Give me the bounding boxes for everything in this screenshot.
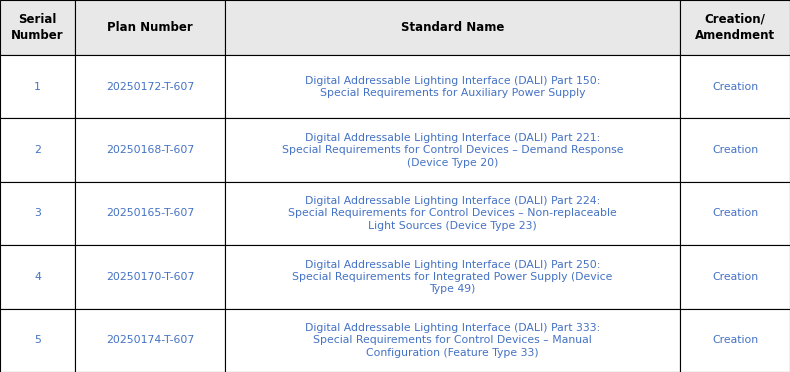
Text: 20250170-T-607: 20250170-T-607 bbox=[106, 272, 194, 282]
Bar bbox=[680, 55, 790, 118]
Text: Digital Addressable Lighting Interface (DALI) Part 333:
Special Requirements for: Digital Addressable Lighting Interface (… bbox=[305, 323, 600, 358]
Bar bbox=[75, 118, 225, 182]
Bar bbox=[225, 0, 680, 55]
Bar bbox=[225, 309, 680, 372]
Bar bbox=[75, 245, 225, 309]
Bar bbox=[680, 118, 790, 182]
Text: 1: 1 bbox=[34, 82, 41, 92]
Text: 5: 5 bbox=[34, 335, 41, 345]
Text: Serial
Number: Serial Number bbox=[11, 13, 64, 42]
Text: Digital Addressable Lighting Interface (DALI) Part 250:
Special Requirements for: Digital Addressable Lighting Interface (… bbox=[292, 260, 613, 294]
Bar bbox=[0, 182, 75, 245]
Bar bbox=[225, 182, 680, 245]
Text: Digital Addressable Lighting Interface (DALI) Part 150:
Special Requirements for: Digital Addressable Lighting Interface (… bbox=[305, 76, 600, 98]
Bar bbox=[680, 245, 790, 309]
Text: Creation: Creation bbox=[712, 335, 758, 345]
Bar bbox=[0, 0, 75, 55]
Bar bbox=[75, 55, 225, 118]
Text: 20250168-T-607: 20250168-T-607 bbox=[106, 145, 194, 155]
Bar bbox=[0, 309, 75, 372]
Text: 20250165-T-607: 20250165-T-607 bbox=[106, 208, 194, 218]
Text: Creation/
Amendment: Creation/ Amendment bbox=[695, 13, 775, 42]
Bar bbox=[0, 245, 75, 309]
Text: 2: 2 bbox=[34, 145, 41, 155]
Bar bbox=[680, 309, 790, 372]
Text: 20250172-T-607: 20250172-T-607 bbox=[106, 82, 194, 92]
Bar bbox=[75, 309, 225, 372]
Text: Digital Addressable Lighting Interface (DALI) Part 221:
Special Requirements for: Digital Addressable Lighting Interface (… bbox=[282, 133, 623, 167]
Bar bbox=[225, 55, 680, 118]
Text: Creation: Creation bbox=[712, 272, 758, 282]
Bar bbox=[0, 118, 75, 182]
Text: 3: 3 bbox=[34, 208, 41, 218]
Bar bbox=[75, 0, 225, 55]
Text: Digital Addressable Lighting Interface (DALI) Part 224:
Special Requirements for: Digital Addressable Lighting Interface (… bbox=[288, 196, 617, 231]
Text: Creation: Creation bbox=[712, 208, 758, 218]
Text: Plan Number: Plan Number bbox=[107, 21, 193, 34]
Bar bbox=[0, 55, 75, 118]
Text: Creation: Creation bbox=[712, 82, 758, 92]
Bar bbox=[680, 182, 790, 245]
Text: 20250174-T-607: 20250174-T-607 bbox=[106, 335, 194, 345]
Bar bbox=[75, 182, 225, 245]
Text: Creation: Creation bbox=[712, 145, 758, 155]
Text: 4: 4 bbox=[34, 272, 41, 282]
Text: Standard Name: Standard Name bbox=[401, 21, 504, 34]
Bar bbox=[680, 0, 790, 55]
Bar bbox=[225, 245, 680, 309]
Bar bbox=[225, 118, 680, 182]
